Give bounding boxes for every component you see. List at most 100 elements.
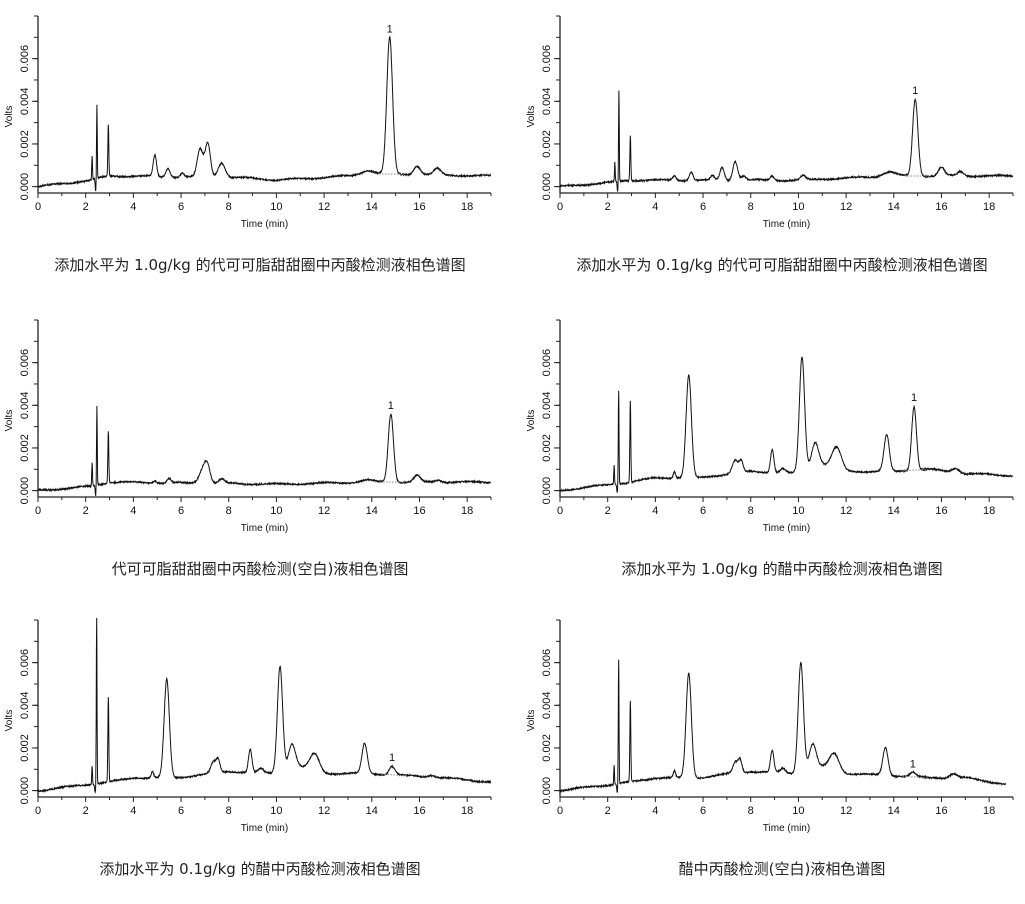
x-tick-label: 2 (83, 201, 89, 213)
y-tick-label: 0.002 (541, 734, 553, 762)
x-tick-label: 18 (983, 505, 995, 517)
x-tick-label: 14 (366, 505, 378, 517)
y-tick-label: 0.002 (541, 130, 553, 158)
chart-caption: 代可可脂甜甜圈中丙酸检测(空白)液相色谱图 (0, 558, 520, 579)
chart-caption: 添加水平为 1.0g/kg 的醋中丙酸检测液相色谱图 (522, 558, 1025, 579)
x-tick-label: 4 (130, 201, 136, 213)
x-tick-label: 4 (652, 201, 658, 213)
x-axis-label: Time (min) (763, 823, 810, 834)
y-tick-label: 0.004 (541, 392, 553, 420)
x-tick-label: 4 (652, 805, 658, 817)
y-tick-label: 0.000 (541, 777, 553, 805)
x-tick-label: 6 (178, 505, 184, 517)
x-axis-label: Time (min) (241, 219, 288, 230)
x-tick-label: 16 (935, 805, 947, 817)
y-tick-label: 0.000 (541, 173, 553, 201)
y-tick-label: 0.002 (541, 434, 553, 462)
y-tick-label: 0.000 (19, 777, 31, 805)
x-tick-label: 6 (700, 805, 706, 817)
peak-label: 1 (387, 24, 393, 36)
chart-caption: 添加水平为 1.0g/kg 的代可可脂甜甜圈中丙酸检测液相色谱图 (0, 254, 520, 275)
x-tick-label: 14 (888, 805, 900, 817)
y-axis-label: Volts (526, 410, 537, 432)
y-tick-label: 0.002 (19, 130, 31, 158)
x-tick-label: 10 (792, 201, 804, 213)
y-tick-label: 0.006 (19, 349, 31, 377)
x-axis-label: Time (min) (763, 219, 810, 230)
x-axis-label: Time (min) (241, 823, 288, 834)
x-tick-label: 4 (130, 505, 136, 517)
x-tick-label: 2 (83, 805, 89, 817)
x-tick-label: 14 (366, 805, 378, 817)
x-tick-label: 0 (557, 505, 563, 517)
y-tick-label: 0.004 (19, 692, 31, 720)
y-tick-label: 0.000 (541, 477, 553, 505)
x-tick-label: 16 (413, 505, 425, 517)
x-tick-label: 6 (178, 201, 184, 213)
x-tick-label: 2 (605, 505, 611, 517)
y-tick-label: 0.002 (19, 734, 31, 762)
x-tick-label: 16 (935, 505, 947, 517)
x-tick-label: 0 (557, 201, 563, 213)
chromatogram-trace (560, 357, 1013, 492)
x-tick-label: 10 (270, 201, 282, 213)
x-tick-label: 2 (605, 805, 611, 817)
x-tick-label: 16 (413, 805, 425, 817)
peak-label: 1 (388, 400, 394, 412)
x-tick-label: 8 (748, 505, 754, 517)
y-tick-label: 0.006 (541, 349, 553, 377)
x-tick-label: 14 (888, 201, 900, 213)
y-tick-label: 0.006 (541, 649, 553, 677)
peak-label: 1 (389, 752, 395, 764)
chromatogram-trace (560, 660, 1006, 793)
x-tick-label: 16 (935, 201, 947, 213)
y-tick-label: 0.004 (19, 392, 31, 420)
x-tick-label: 8 (748, 805, 754, 817)
x-tick-label: 8 (226, 505, 232, 517)
x-tick-label: 6 (700, 201, 706, 213)
x-tick-label: 4 (130, 805, 136, 817)
x-tick-label: 12 (840, 805, 852, 817)
x-tick-label: 4 (652, 505, 658, 517)
x-tick-label: 0 (35, 505, 41, 517)
y-tick-label: 0.006 (19, 45, 31, 73)
x-tick-label: 16 (413, 201, 425, 213)
y-tick-label: 0.000 (19, 477, 31, 505)
peak-label: 1 (912, 85, 918, 97)
y-axis-label: Volts (526, 106, 537, 128)
x-tick-label: 18 (983, 201, 995, 213)
x-tick-label: 18 (461, 805, 473, 817)
x-tick-label: 10 (270, 805, 282, 817)
chromatogram-trace (38, 406, 491, 496)
y-tick-label: 0.004 (541, 88, 553, 116)
x-tick-label: 8 (226, 201, 232, 213)
x-tick-label: 2 (605, 201, 611, 213)
chart-caption: 醋中丙酸检测(空白)液相色谱图 (522, 858, 1025, 879)
chromatogram-trace (38, 618, 491, 792)
y-tick-label: 0.006 (19, 649, 31, 677)
x-axis-label: Time (min) (763, 523, 810, 534)
x-tick-label: 12 (840, 505, 852, 517)
chart-caption: 添加水平为 0.1g/kg 的代可可脂甜甜圈中丙酸检测液相色谱图 (522, 254, 1025, 275)
y-axis-label: Volts (4, 410, 15, 432)
chromatogram-trace (560, 91, 1013, 191)
x-tick-label: 0 (35, 201, 41, 213)
y-tick-label: 0.002 (19, 434, 31, 462)
chart-caption: 添加水平为 0.1g/kg 的醋中丙酸检测液相色谱图 (0, 858, 520, 879)
x-tick-label: 12 (840, 201, 852, 213)
peak-label: 1 (910, 759, 916, 771)
x-tick-label: 0 (557, 805, 563, 817)
x-tick-label: 18 (461, 505, 473, 517)
y-axis-label: Volts (526, 710, 537, 732)
x-tick-label: 12 (318, 201, 330, 213)
